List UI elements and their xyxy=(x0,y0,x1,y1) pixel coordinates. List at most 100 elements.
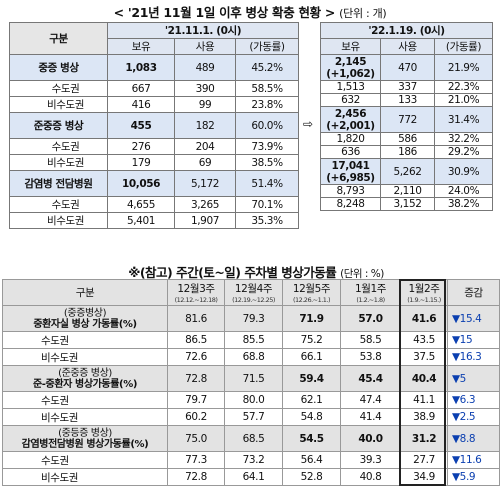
title-text: < '21년 11월 1일 이후 병상 확충 현황 > xyxy=(113,5,336,20)
col-label: 구분 xyxy=(9,22,108,55)
hold-value: 8,248 xyxy=(336,198,365,210)
row-label-line1: (중증병상) xyxy=(63,307,107,319)
cell-value: 3,265 xyxy=(174,196,236,213)
table-row: 수도권 77.3 73.2 56.4 39.3 27.7 ▼11.6 xyxy=(2,451,500,469)
row-label: 비수도권 xyxy=(9,96,108,113)
cell-value: 45.2% xyxy=(235,54,299,81)
cell-value: 40.0 xyxy=(340,425,401,452)
week-range: (1.9.~1.15.) xyxy=(407,296,441,304)
cell-value: 21.0% xyxy=(434,93,493,107)
cell-value: 416 xyxy=(107,96,175,113)
table-row: 636 186 29.2% xyxy=(320,145,493,159)
week-header: 1월1주 (1.2.~1.8) xyxy=(340,279,401,306)
row-label: (중등증 병상) 감염병전담병원 병상가동률(%) xyxy=(2,425,168,452)
date-header-1: '21.11.1. (0시) xyxy=(107,22,299,39)
table-row: 수도권 79.7 80.0 62.1 47.4 41.1 ▼6.3 xyxy=(2,391,500,409)
cell-value: 73.2 xyxy=(224,451,283,469)
row-label: 비수도권 xyxy=(2,468,168,486)
cell-value: 75.0 xyxy=(167,425,225,452)
table-row: (준중증 병상) 준-중환자 병상가동률(%) 72.8 71.5 59.4 45.4 40… xyxy=(2,365,500,392)
row-label: 수도권 xyxy=(2,391,168,409)
change-value: ▼6.3 xyxy=(447,391,500,409)
row-label: 비수도권 xyxy=(9,212,108,229)
change-value: ▼15 xyxy=(447,331,500,349)
cell-value: 58.5% xyxy=(235,80,299,97)
cell-value: 772 xyxy=(380,106,435,133)
cell-value: 73.9% xyxy=(235,138,299,155)
cell-value: 45.4 xyxy=(340,365,401,392)
cell-value: 77.3 xyxy=(167,451,225,469)
change-value: ▼2.5 xyxy=(447,408,500,426)
cell-value: 66.1 xyxy=(282,348,341,366)
hold-value: 636 xyxy=(341,146,360,158)
cell-value: 62.1 xyxy=(282,391,341,409)
week-header: 12월5주 (12.26.~1.1.) xyxy=(282,279,341,306)
row-label: 비수도권 xyxy=(9,154,108,171)
table-jan19: '22.1.19. (0시) 보유 사용 (가동률) 2,145 (+1,062)… xyxy=(320,22,493,211)
cell-value: 86.5 xyxy=(167,331,225,349)
cell-value: 133 xyxy=(380,93,435,107)
table-row: 비수도권 72.8 64.1 52.8 40.8 34.9 ▼5.9 xyxy=(2,468,500,486)
cell-hold: 2,145 (+1,062) xyxy=(320,54,381,81)
hold-value: 1,513 xyxy=(336,81,365,93)
cell-value: 38.2% xyxy=(434,197,493,211)
cell-value: 31.4% xyxy=(434,106,493,133)
cell-value: 489 xyxy=(174,54,236,81)
table-row: 수도권 667 390 58.5% xyxy=(9,80,299,97)
cell-value: 68.8 xyxy=(224,348,283,366)
cell-value: 79.7 xyxy=(167,391,225,409)
hold-value: 17,041 xyxy=(331,159,370,172)
cell-value: 24.0% xyxy=(434,184,493,198)
cell-value: 43.5 xyxy=(400,331,448,349)
cell-value: 40.8 xyxy=(340,468,401,486)
reference-title-text: ※(참고) 주간(토~일) 주차별 병상가동률 xyxy=(128,265,337,280)
table-row: 수도권 86.5 85.5 75.2 58.5 43.5 ▼15 xyxy=(2,331,500,349)
cell-value: 41.1 xyxy=(400,391,448,409)
row-label: 비수도권 xyxy=(2,408,168,426)
cell-value: 69 xyxy=(174,154,236,171)
cell-value: 29.2% xyxy=(434,145,493,159)
table-row: 수도권 276 204 73.9% xyxy=(9,138,299,155)
cell-value: 586 xyxy=(380,132,435,146)
change-value: ▼15.4 xyxy=(447,305,500,332)
row-label-line2: 감염병전담병원 병상가동률(%) xyxy=(21,438,149,450)
sub-header-rate-2: (가동률) xyxy=(434,38,493,55)
cell-value: 1,907 xyxy=(174,212,236,229)
table-row: 8,793 2,110 24.0% xyxy=(320,184,493,198)
cell-value: 276 xyxy=(107,138,175,155)
row-label-line1: 비수도권 xyxy=(41,351,79,364)
cell-value: 10,056 xyxy=(107,170,175,197)
reference-title: ※(참고) 주간(토~일) 주차별 병상가동률 (단위 : %) xyxy=(16,262,496,281)
cell-value: 34.9 xyxy=(400,468,448,486)
table-row: 비수도권 60.2 57.7 54.8 41.4 38.9 ▼2.5 xyxy=(2,408,500,426)
cell-value: 58.5 xyxy=(340,331,401,349)
week-header: 1월2주 (1.9.~1.15.) xyxy=(400,279,448,306)
table-title: < '21년 11월 1일 이후 병상 확충 현황 > (단위 : 개) xyxy=(0,2,500,21)
row-label-line1: 수도권 xyxy=(41,394,69,407)
table-row: 2,145 (+1,062) 470 21.9% xyxy=(320,54,493,81)
cell-value: 39.3 xyxy=(340,451,401,469)
row-label-line1: (준중증 병상) xyxy=(58,367,112,379)
cell-value: 32.2% xyxy=(434,132,493,146)
week-name: 1월2주 xyxy=(408,283,440,295)
cell-value: 51.4% xyxy=(235,170,299,197)
table-row: 17,041 (+6,985) 5,262 30.9% xyxy=(320,158,493,185)
cell-value: 37.5 xyxy=(400,348,448,366)
cell-value: 455 xyxy=(107,112,175,139)
hold-value: 632 xyxy=(341,94,360,106)
week-header: 12월4주 (12.19.~12.25) xyxy=(224,279,283,306)
arrow-icon: ⇨ xyxy=(303,117,314,131)
hold-increase: (+2,001) xyxy=(326,119,375,132)
cell-hold: 632 xyxy=(320,93,381,107)
table-row: (중등증 병상) 감염병전담병원 병상가동률(%) 75.0 68.5 54.5 40.0… xyxy=(2,425,500,452)
change-header: 증감 xyxy=(447,279,500,306)
table-row: 1,513 337 22.3% xyxy=(320,80,493,94)
hold-value: 8,793 xyxy=(336,185,365,197)
cell-value: 38.5% xyxy=(235,154,299,171)
cell-value: 21.9% xyxy=(434,54,493,81)
sub-header-hold: 보유 xyxy=(107,38,175,55)
cell-value: 22.3% xyxy=(434,80,493,94)
cell-value: 182 xyxy=(174,112,236,139)
change-value: ▼16.3 xyxy=(447,348,500,366)
cell-value: 64.1 xyxy=(224,468,283,486)
